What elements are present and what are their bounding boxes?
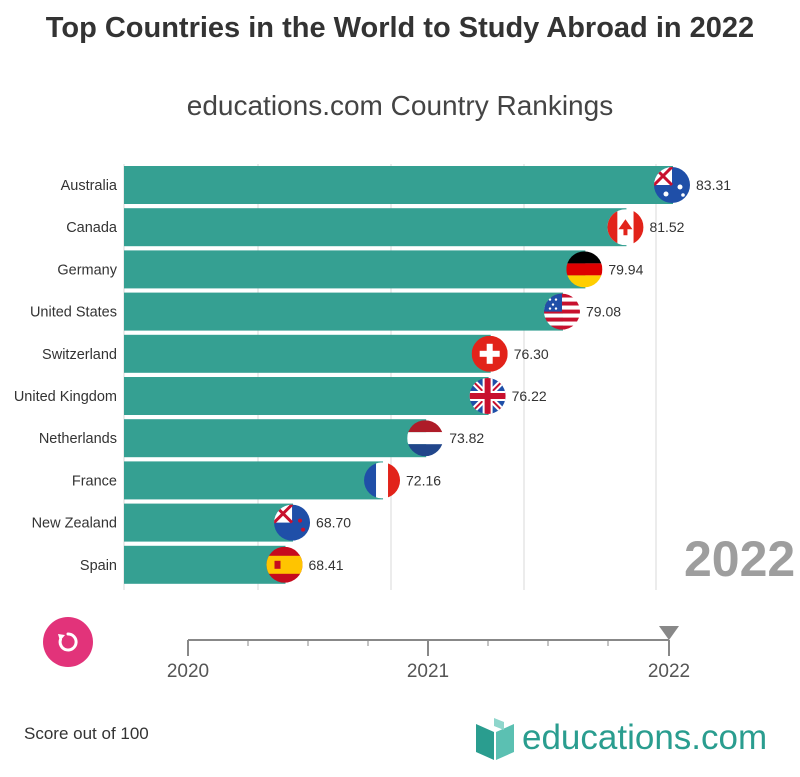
france-flag-icon [364,462,401,499]
brand-logo: educations.com [476,716,767,760]
bar [124,419,427,458]
canada-flag-icon [607,209,644,246]
value-label: 68.41 [309,557,344,573]
value-label: 68.70 [316,515,351,531]
chart-subtitle: educations.com Country Rankings [186,90,614,121]
replay-icon [58,632,78,652]
bar [124,503,294,542]
value-label: 79.94 [608,261,643,277]
united-states-flag-icon [543,293,580,330]
bar [124,250,586,289]
bar [124,377,489,415]
spain-flag-icon [266,546,303,583]
category-label: Netherlands [39,431,117,447]
category-label: France [72,473,117,489]
category-label: Germany [57,262,117,278]
timeline-label: 2020 [167,661,209,682]
category-label: Switzerland [42,347,117,363]
category-label: United Kingdom [14,389,117,405]
value-label: 76.30 [514,346,549,362]
bar [124,545,286,584]
value-label: 83.31 [696,177,731,193]
brand-text: educations.com [522,718,768,757]
new-zealand-flag-icon [274,504,311,541]
value-label: 72.16 [406,472,441,488]
bar [124,334,491,373]
australia-flag-icon [654,167,690,203]
chart-title: Top Countries in the World to Study Abro… [45,12,755,44]
score-note: Score out of 100 [24,724,149,743]
bar [124,292,563,331]
value-label: 73.82 [449,430,484,446]
timeline-label: 2021 [407,661,449,682]
category-label: New Zealand [32,516,117,532]
replay-button[interactable] [43,617,93,667]
category-label: Australia [61,178,118,194]
value-label: 76.22 [512,388,547,404]
bar [124,208,627,247]
category-label: Spain [80,558,117,574]
bar-chart: Australia 83.31 Canada 81.52 Germany 79.94 Uni… [14,164,731,682]
bar [124,166,673,204]
timeline-marker[interactable] [659,626,679,640]
timeline-label: 2022 [648,661,690,682]
united-kingdom-flag-icon [469,378,506,414]
book-logo-icon [476,718,514,760]
current-year-label: 2022 [684,531,796,587]
netherlands-flag-icon [407,420,444,457]
switzerland-flag-icon [471,335,508,372]
category-label: Canada [66,220,118,236]
category-label: United States [30,305,117,321]
value-label: 81.52 [649,219,684,235]
value-label: 79.08 [586,304,621,320]
germany-flag-icon [566,251,603,288]
bar [124,461,384,500]
